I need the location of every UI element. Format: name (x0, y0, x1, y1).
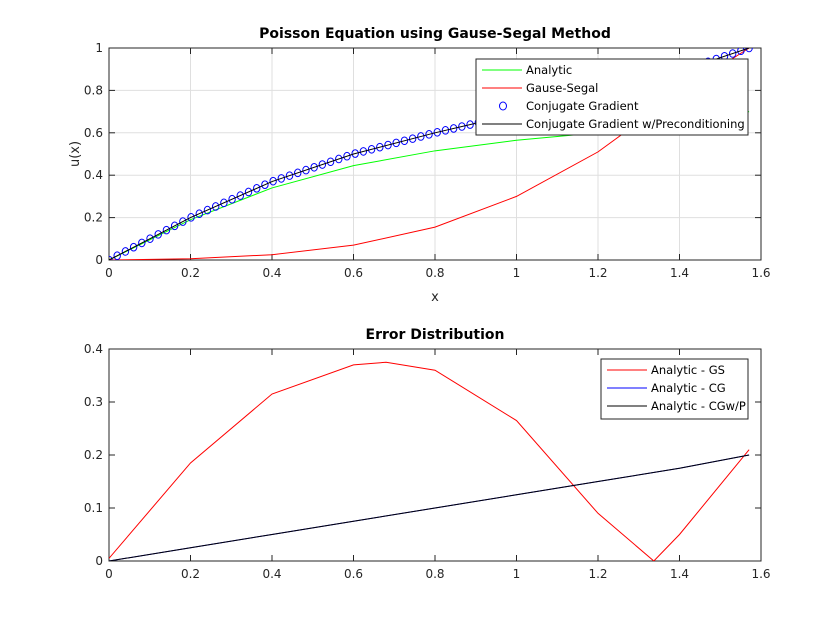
data-point (335, 154, 343, 164)
legend-entry-label: Analytic - CGw/P (651, 399, 746, 413)
data-point (195, 209, 203, 219)
series-layer (109, 361, 750, 561)
x-tick-label: 0.4 (262, 567, 281, 581)
chart-title: Poisson Equation using Gause-Segal Metho… (259, 26, 611, 42)
data-point (408, 134, 417, 143)
data-point (417, 132, 425, 141)
data-point (179, 217, 187, 226)
y-tick-label: 0 (95, 253, 103, 267)
x-tick-label: 1.4 (670, 266, 689, 280)
data-point (121, 247, 130, 256)
data-point (113, 251, 121, 260)
data-point (220, 198, 228, 208)
x-tick-label: 1.6 (751, 266, 770, 280)
data-point (449, 124, 458, 133)
y-tick-label: 0.2 (84, 448, 103, 462)
x-tick-label: 0.2 (181, 266, 200, 280)
data-point (384, 140, 392, 150)
data-point (211, 202, 220, 211)
data-point (318, 160, 327, 169)
data-point (244, 187, 253, 197)
data-point (285, 171, 294, 180)
legend: Analytic Gause-Segal Conjugate Gradient Con… (475, 58, 749, 136)
data-point (187, 213, 195, 222)
x-tick-label: 0.8 (425, 266, 444, 280)
y-axis-label: u(x) (68, 141, 83, 167)
data-point (138, 238, 146, 248)
legend-entry-label: Conjugate Gradient w/Preconditioning (526, 117, 745, 131)
y-tick-label: 0.6 (84, 126, 103, 140)
data-point (326, 157, 335, 167)
data-point (359, 147, 368, 156)
x-tick-label: 1 (513, 266, 521, 280)
data-point (170, 221, 179, 231)
y-tick-label: 0 (95, 554, 103, 568)
data-point (310, 163, 318, 172)
data-point (236, 191, 245, 200)
legend-box (475, 58, 749, 136)
legend-entry-label: Analytic - CG (651, 381, 726, 395)
x-tick-label: 0.2 (181, 567, 200, 581)
data-point (154, 230, 162, 239)
data-point (129, 242, 138, 252)
data-point (203, 205, 212, 215)
x-tick-label: 0 (105, 266, 113, 280)
data-point (146, 234, 154, 243)
y-tick-label: 0.4 (84, 342, 103, 356)
x-tick-label: 1.2 (588, 567, 607, 581)
data-point (351, 149, 359, 158)
data-point (433, 127, 441, 137)
data-point (109, 255, 113, 260)
data-point (728, 49, 737, 58)
y-tick-label: 0.1 (84, 501, 103, 515)
y-tick-label: 0.4 (84, 168, 103, 182)
data-point (458, 122, 466, 131)
data-point (277, 174, 286, 183)
legend-entry-label: Conjugate Gradient (526, 99, 639, 113)
x-tick-label: 1.4 (670, 567, 689, 581)
data-point (392, 138, 400, 148)
data-point (343, 151, 351, 161)
legend-box (600, 358, 749, 420)
x-tick-label: 1.2 (588, 266, 607, 280)
data-point (466, 120, 474, 129)
data-point (228, 194, 236, 204)
x-tick-label: 1 (513, 567, 521, 581)
data-point (441, 126, 450, 135)
x-tick-label: 0.6 (344, 567, 363, 581)
x-tick-label: 0.6 (344, 266, 363, 280)
data-point (367, 144, 376, 154)
x-axis-label: x (431, 290, 439, 305)
legend-entry-label: Gause-Segal (526, 81, 598, 95)
data-point (745, 48, 753, 53)
series-line-2 (109, 454, 750, 561)
x-tick-label: 0.4 (262, 266, 281, 280)
data-point (376, 142, 384, 152)
x-tick-label: 1.6 (751, 567, 770, 581)
top-plot: 0 0.2 0.4 0.6 0.8 1 1.2 1.4 1.6 0 0.2 0.4 0.6 0.8 1 Poi… (68, 26, 771, 305)
legend-entry-label: Analytic (526, 63, 572, 77)
bottom-plot: 0 0.2 0.4 0.6 0.8 1 1.2 1.4 1.6 0 0.1 0.2 0.3 0.4 Erro… (84, 327, 771, 581)
legend-entry-label: Analytic - GS (651, 363, 725, 377)
x-tick-label: 0 (105, 567, 113, 581)
data-point (302, 165, 310, 175)
data-point (425, 130, 433, 139)
data-point (253, 184, 261, 193)
data-point (162, 225, 171, 235)
series-line-0 (109, 361, 750, 561)
data-point (261, 180, 269, 189)
legend: Analytic - GS Analytic - CG Analytic - CGw… (600, 358, 749, 420)
y-tick-label: 0.8 (84, 83, 103, 97)
legend-marker (499, 101, 507, 111)
x-tick-label: 0.8 (425, 567, 444, 581)
data-point (737, 48, 745, 56)
y-tick-label: 0.2 (84, 211, 103, 225)
y-tick-label: 1 (95, 41, 103, 55)
data-point (269, 176, 277, 186)
data-point (400, 136, 409, 146)
data-point (294, 168, 302, 178)
chart-title: Error Distribution (366, 327, 505, 343)
y-tick-label: 0.3 (84, 395, 103, 409)
